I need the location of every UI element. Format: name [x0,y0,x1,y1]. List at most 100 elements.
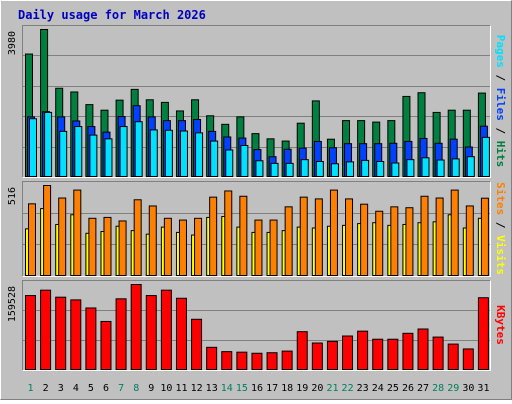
pages-bar [406,159,415,178]
plot-border-shadow [22,25,491,178]
day-label: 22 [342,383,354,394]
sites-bar [375,210,384,276]
pages-bar [210,140,219,177]
pages-bar [466,156,475,177]
pages-bar [436,159,445,177]
pages-bar [149,129,158,177]
kbytes-bar [70,299,82,371]
kbytes-bar [100,320,112,370]
pages-bar [330,163,339,178]
axis-label-part: / [494,215,507,235]
sites-bar [435,197,444,276]
pages-bar [376,161,385,178]
kbytes-bar [221,351,233,370]
kbytes-bar [462,348,474,371]
pages-bar [134,121,143,177]
pages-bar [285,162,294,178]
sites-bar [284,206,293,276]
sites-bar [73,189,82,276]
axis-label-part: Files [494,88,507,121]
day-label: 27 [417,383,429,394]
pages-bar [164,129,173,177]
sites-bar [28,203,36,276]
day-label: 31 [477,383,489,394]
pages-bar [29,118,37,177]
day-label: 3 [58,383,64,394]
pages-bar [240,145,249,177]
hits-files-pages-legend-text: Pages / Files / Hits [494,35,507,168]
axis-label-part: Pages [494,35,507,68]
plot-border-shadow [22,181,491,277]
pages-bar [195,132,204,177]
sites-bar [465,205,474,276]
kbytes-bar [432,336,444,370]
kbytes-bar [477,297,489,370]
sites-bar [209,196,218,277]
day-label: 24 [372,383,384,394]
sites-bar [58,197,67,276]
kbytes-bar [447,343,459,370]
kbytes-bar [266,352,278,371]
sites-bar [329,189,338,276]
sites-bar [88,217,97,276]
pages-bar [391,162,400,177]
sites-bar [148,205,157,276]
axis-label-part: KBytes [494,305,507,345]
sites-bar [480,197,489,276]
sites-bar [314,198,323,277]
kbytes-legend-text: KBytes [494,305,507,345]
kbytes-bar [357,330,369,370]
day-label: 28 [432,383,444,394]
pages-bar [451,158,460,177]
sites-bar [299,196,308,277]
kbytes-bar [372,338,384,370]
sites-bar [360,203,369,276]
day-label: 29 [447,383,459,394]
sites-bar [194,217,203,276]
kbytes-bar [387,338,399,370]
sites-bar [239,195,248,276]
kbytes-max-label: 159528 [7,286,18,322]
pages-bar [89,134,98,178]
kbytes-bar [206,346,218,371]
sites-bar [178,219,187,276]
day-label: 21 [326,383,338,394]
day-label: 30 [462,383,474,394]
kbytes-bar [342,335,354,371]
kbytes-bar [160,289,172,370]
pages-bar [74,126,83,177]
sites-bar [224,190,233,276]
pages-bar [346,161,355,178]
day-label: 9 [148,383,154,394]
hits-max-label: 3980 [7,31,18,55]
day-label: 11 [175,383,187,394]
kbytes-bar [296,331,308,370]
day-label: 18 [281,383,293,394]
axis-label-part: Hits [494,141,507,168]
kbytes-bar [115,298,127,371]
axis-label-part: Sites [494,182,507,215]
sites-bar [420,195,429,276]
sites-bar [450,189,459,276]
chart-title: Daily usage for March 2026 [18,8,206,22]
pages-bar [300,159,309,178]
day-label: 5 [88,383,94,394]
sites-bar [254,219,263,276]
kbytes-bar [251,352,263,371]
sites-bar [43,185,52,276]
pages-bar [225,149,234,177]
kbytes-bar [85,307,97,370]
day-label: 23 [357,383,369,394]
sites-bar [390,206,399,276]
sites-bar [345,198,354,277]
plot-border-shadow [22,280,491,371]
day-label: 20 [311,383,323,394]
axis-label-part: Visits [494,235,507,275]
kbytes-bar [311,342,323,371]
pages-bar [44,111,53,177]
kbytes-legend: KBytes [494,305,507,345]
sites-bar [405,207,414,276]
